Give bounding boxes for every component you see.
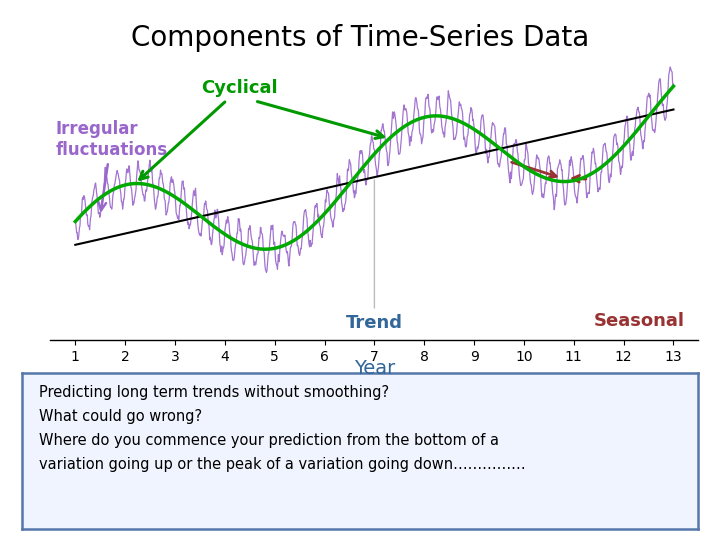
- Text: Seasonal: Seasonal: [594, 312, 685, 330]
- Text: Trend: Trend: [346, 180, 403, 332]
- Text: Predicting long term trends without smoothing?
What could go wrong?
Where do you: Predicting long term trends without smoo…: [39, 385, 525, 472]
- Text: Year: Year: [354, 359, 395, 378]
- Text: Irregular
fluctuations: Irregular fluctuations: [55, 120, 168, 210]
- Text: Cyclical: Cyclical: [140, 79, 278, 179]
- Text: Components of Time-Series Data: Components of Time-Series Data: [131, 24, 589, 52]
